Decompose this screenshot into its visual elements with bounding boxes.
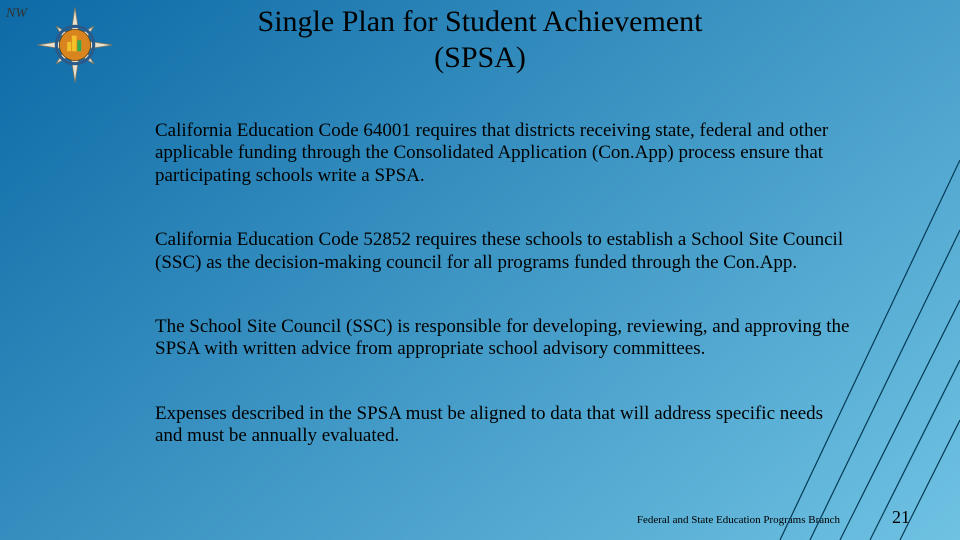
paragraph: California Education Code 64001 requires…	[155, 120, 855, 187]
slide: NW Single Plan for Student Achievement (…	[0, 0, 960, 540]
body-text: California Education Code 64001 requires…	[155, 120, 855, 490]
title-line-1: Single Plan for Student Achievement	[258, 5, 703, 38]
slide-title: Single Plan for Student Achievement (SPS…	[0, 4, 960, 76]
paragraph: California Education Code 52852 requires…	[155, 229, 855, 274]
footer-branch-text: Federal and State Education Programs Bra…	[637, 514, 840, 526]
paragraph: Expenses described in the SPSA must be a…	[155, 403, 855, 448]
page-number: 21	[892, 507, 910, 528]
title-line-2: (SPSA)	[434, 41, 526, 74]
paragraph: The School Site Council (SSC) is respons…	[155, 316, 855, 361]
